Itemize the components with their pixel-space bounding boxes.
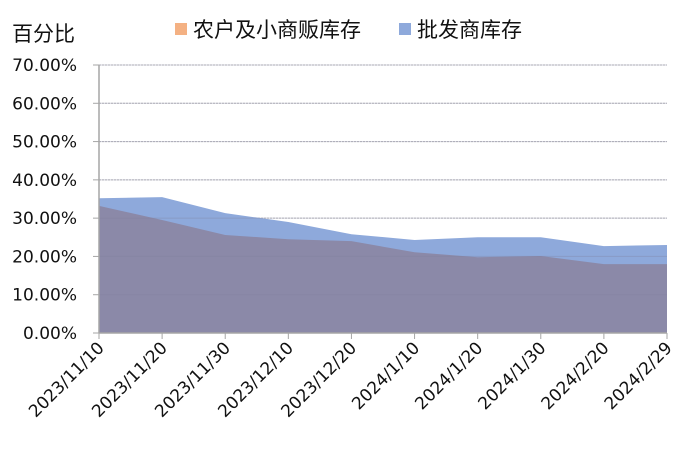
x-tick-label: 2024/1/20 xyxy=(411,338,487,414)
y-tick-label: 50.00% xyxy=(12,133,77,153)
legend-item-wholesaler-inventory: 批发商库存 xyxy=(399,14,522,44)
x-tick-label: 2024/2/29 xyxy=(601,338,677,414)
x-tick-label: 2024/1/10 xyxy=(348,338,424,414)
x-tick-label: 2024/2/20 xyxy=(538,338,614,414)
legend-swatch-orange xyxy=(175,23,187,35)
legend-swatch-blue xyxy=(399,23,411,35)
area-farmer-inventory xyxy=(99,205,667,333)
y-tick-label: 20.00% xyxy=(12,247,77,267)
y-tick-label: 30.00% xyxy=(12,209,77,229)
y-tick-label: 0.00% xyxy=(23,324,77,344)
y-tick-label: 70.00% xyxy=(12,56,77,76)
legend-item-farmer-inventory: 农户及小商贩库存 xyxy=(175,14,361,44)
y-tick-label: 10.00% xyxy=(12,286,77,306)
y-tick-label: 60.00% xyxy=(12,94,77,114)
y-tick-label: 40.00% xyxy=(12,171,77,191)
chart-legend: 农户及小商贩库存 批发商库存 xyxy=(175,14,522,44)
x-tick-label: 2024/1/30 xyxy=(475,338,551,414)
legend-label: 批发商库存 xyxy=(417,18,522,42)
y-axis-title: 百分比 xyxy=(12,22,75,46)
legend-label: 农户及小商贩库存 xyxy=(193,18,361,42)
